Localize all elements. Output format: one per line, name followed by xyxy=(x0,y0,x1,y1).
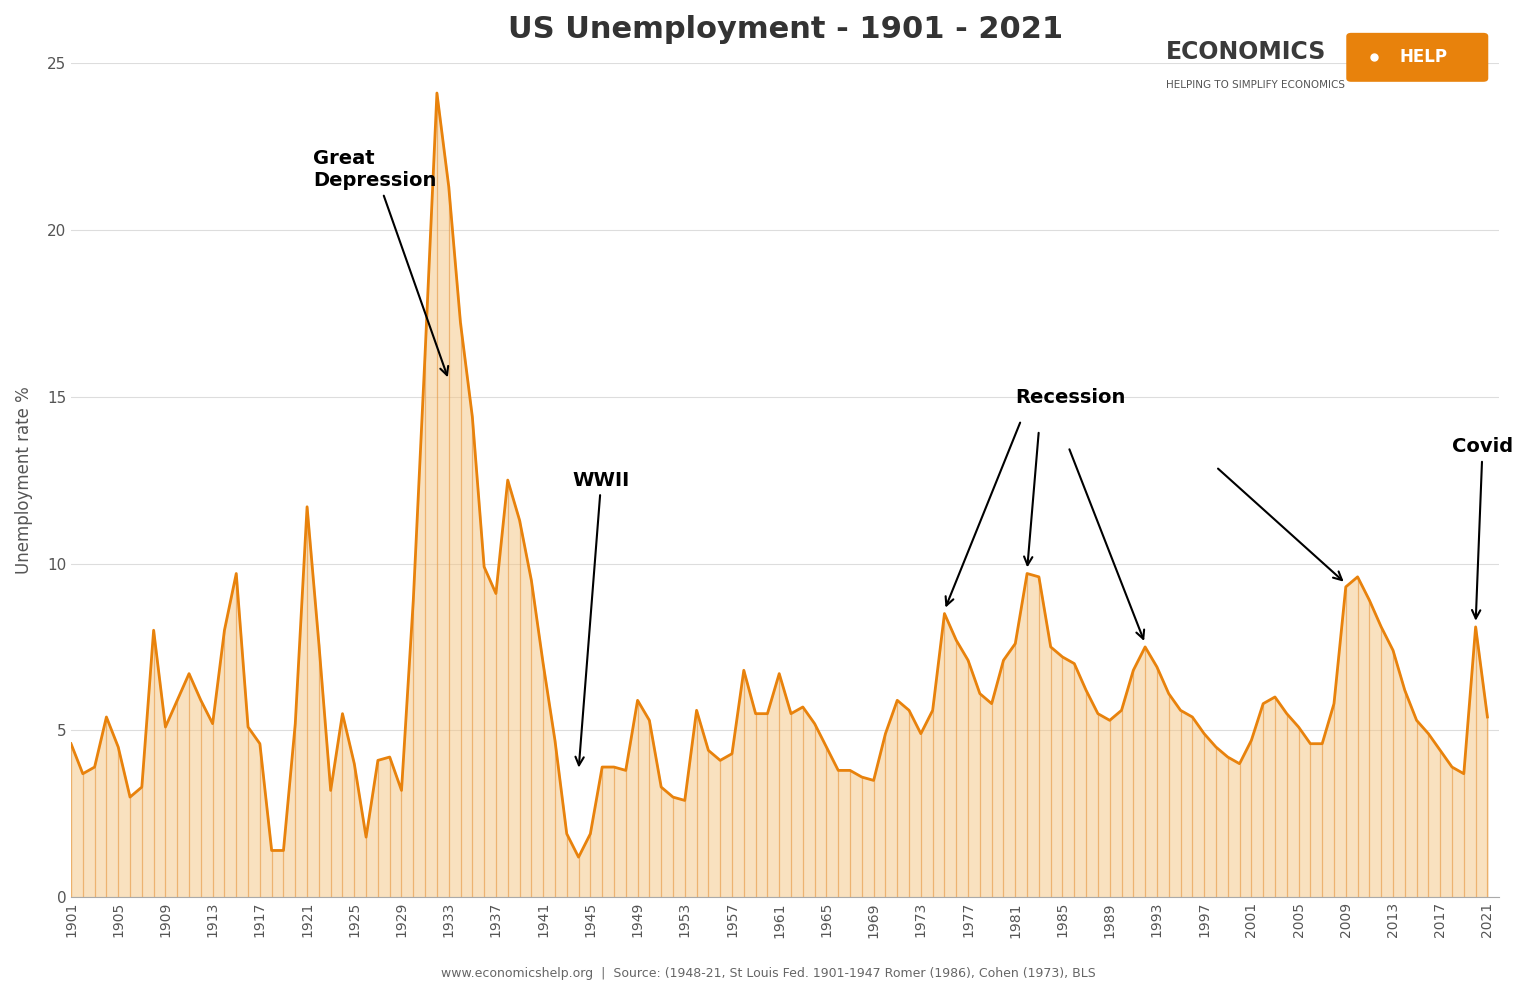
Text: ECONOMICS: ECONOMICS xyxy=(1166,40,1327,65)
Y-axis label: Unemployment rate %: Unemployment rate % xyxy=(15,386,32,573)
Text: Covid: Covid xyxy=(1452,437,1513,619)
Text: WWII: WWII xyxy=(573,470,630,765)
Text: www.economicshelp.org  |  Source: (1948-21, St Louis Fed. 1901-1947 Romer (1986): www.economicshelp.org | Source: (1948-21… xyxy=(441,967,1095,980)
FancyBboxPatch shape xyxy=(1346,32,1488,82)
Text: HELPING TO SIMPLIFY ECONOMICS: HELPING TO SIMPLIFY ECONOMICS xyxy=(1166,80,1346,90)
Text: HELP: HELP xyxy=(1399,48,1448,67)
Text: Great
Depression: Great Depression xyxy=(313,149,449,375)
Text: Recession: Recession xyxy=(1015,388,1126,408)
Title: US Unemployment - 1901 - 2021: US Unemployment - 1901 - 2021 xyxy=(507,15,1063,44)
